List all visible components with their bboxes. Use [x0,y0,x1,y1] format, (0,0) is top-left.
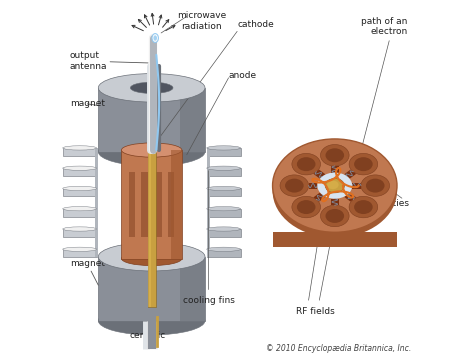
FancyBboxPatch shape [63,209,97,217]
Ellipse shape [297,200,316,214]
FancyBboxPatch shape [63,229,97,237]
Ellipse shape [207,227,241,231]
Ellipse shape [273,139,397,232]
FancyBboxPatch shape [155,172,162,237]
Polygon shape [352,183,361,188]
Polygon shape [313,170,325,178]
Ellipse shape [285,178,304,192]
Ellipse shape [63,146,97,150]
Ellipse shape [154,35,157,41]
FancyBboxPatch shape [148,146,151,307]
FancyBboxPatch shape [207,148,210,257]
FancyBboxPatch shape [141,172,148,237]
Ellipse shape [148,145,155,148]
FancyBboxPatch shape [168,172,174,237]
Ellipse shape [318,172,352,199]
Ellipse shape [98,307,205,335]
Ellipse shape [207,146,241,150]
FancyBboxPatch shape [98,88,205,152]
FancyBboxPatch shape [207,188,241,196]
FancyBboxPatch shape [148,146,155,307]
FancyBboxPatch shape [129,172,135,237]
Ellipse shape [207,207,241,211]
FancyBboxPatch shape [63,168,97,176]
Text: cooling fins: cooling fins [182,296,235,305]
Ellipse shape [280,175,309,196]
Text: microwave
radiation: microwave radiation [177,11,226,31]
FancyBboxPatch shape [273,232,397,247]
Polygon shape [344,170,356,178]
Text: anode: anode [228,71,256,80]
FancyBboxPatch shape [63,188,97,196]
FancyBboxPatch shape [207,168,241,176]
Polygon shape [309,183,318,188]
Ellipse shape [320,145,349,166]
Text: cavities: cavities [374,199,410,208]
Ellipse shape [121,143,182,157]
FancyBboxPatch shape [121,150,182,258]
Polygon shape [313,193,325,202]
FancyBboxPatch shape [180,257,205,321]
Ellipse shape [361,175,390,196]
Ellipse shape [349,154,378,175]
FancyBboxPatch shape [63,148,97,156]
FancyBboxPatch shape [180,88,205,152]
FancyBboxPatch shape [207,229,241,237]
Ellipse shape [326,148,344,162]
Text: magnet: magnet [70,99,105,108]
Ellipse shape [98,74,205,102]
Ellipse shape [273,144,397,238]
Ellipse shape [98,242,205,271]
Ellipse shape [297,157,316,171]
Ellipse shape [366,178,384,192]
Ellipse shape [63,186,97,191]
Text: output
antenna: output antenna [70,51,148,71]
Ellipse shape [98,137,205,166]
Ellipse shape [63,207,97,211]
Ellipse shape [292,196,320,218]
FancyBboxPatch shape [63,249,97,257]
Text: ceramic: ceramic [130,331,166,341]
Text: cathode: cathode [237,20,274,29]
Ellipse shape [63,247,97,251]
Ellipse shape [63,227,97,231]
Text: RF fields: RF fields [296,307,335,316]
Ellipse shape [207,186,241,191]
Ellipse shape [207,247,241,251]
Ellipse shape [152,34,158,42]
Ellipse shape [327,181,338,189]
Ellipse shape [130,82,173,94]
Polygon shape [344,193,356,202]
FancyBboxPatch shape [207,148,241,156]
Ellipse shape [320,205,349,227]
FancyBboxPatch shape [95,148,98,257]
Ellipse shape [207,166,241,170]
Text: path of an
electron: path of an electron [361,17,408,36]
Ellipse shape [354,200,373,214]
Ellipse shape [130,251,173,262]
Ellipse shape [63,166,97,170]
Ellipse shape [326,209,344,223]
FancyBboxPatch shape [171,150,182,258]
Polygon shape [331,166,339,172]
Text: © 2010 Encyclopædia Britannica, Inc.: © 2010 Encyclopædia Britannica, Inc. [266,344,411,353]
Ellipse shape [349,196,378,218]
FancyBboxPatch shape [207,249,241,257]
Ellipse shape [325,178,345,193]
Ellipse shape [354,157,373,171]
FancyBboxPatch shape [207,209,241,217]
Ellipse shape [121,251,182,266]
Text: magnet: magnet [70,259,105,285]
FancyBboxPatch shape [98,257,205,321]
Ellipse shape [292,154,320,175]
Polygon shape [331,199,339,205]
